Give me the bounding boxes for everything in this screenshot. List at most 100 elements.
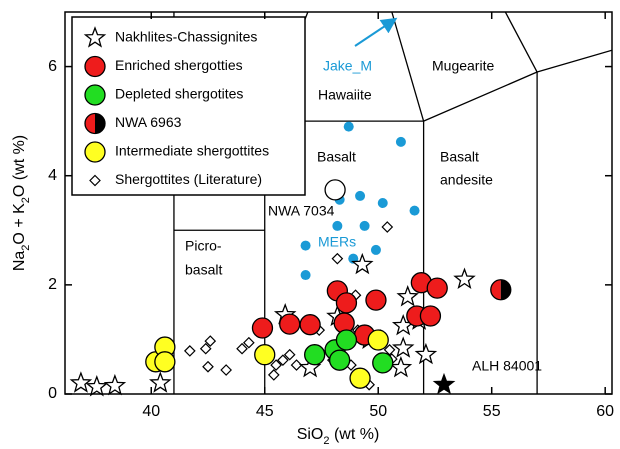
diamond-point xyxy=(283,348,296,361)
circle-point xyxy=(279,313,301,335)
diamond-point xyxy=(202,360,214,373)
circle-point xyxy=(328,349,351,371)
field-label: Picro- xyxy=(185,238,222,254)
half-outline xyxy=(84,112,106,135)
circle-point xyxy=(372,352,394,374)
field-boundary xyxy=(536,49,612,73)
half-left xyxy=(490,279,501,300)
dot-point xyxy=(359,220,370,231)
legend-label: Enriched shergotties xyxy=(115,57,243,73)
star-point xyxy=(85,375,109,397)
y-tick-label: 6 xyxy=(48,58,57,75)
field-label: Mugearite xyxy=(432,58,494,74)
dot-point xyxy=(395,136,406,147)
x-tick-label: 55 xyxy=(483,403,501,420)
diamond-point xyxy=(267,369,280,381)
x-tick-label: 50 xyxy=(369,403,387,420)
point-label: NWA 7034 xyxy=(268,203,335,219)
circle-point xyxy=(365,289,387,311)
legend: Nakhlites-Chassignites Enriched shergotti… xyxy=(71,16,306,196)
diamond-point xyxy=(242,336,255,349)
dot-point xyxy=(355,190,366,201)
diamond-point xyxy=(220,364,232,376)
point-label: ALH 84001 xyxy=(472,358,542,374)
diamond-point xyxy=(204,335,217,347)
x-tick-label: 40 xyxy=(142,403,160,420)
diamond-point xyxy=(89,174,101,187)
star-point xyxy=(103,373,127,396)
star-point xyxy=(69,371,93,393)
dot-point xyxy=(377,198,388,208)
field-label: Basalt xyxy=(317,149,356,165)
legend-label: Shergottites (Literature) xyxy=(115,171,262,187)
x-tick-label: 60 xyxy=(596,403,614,420)
legend-label: Depleted shergotites xyxy=(115,86,243,102)
jake-arrow xyxy=(354,17,398,47)
field-label: Hawaiite xyxy=(318,87,372,103)
circle-point xyxy=(154,351,176,373)
star-point xyxy=(351,252,374,275)
points xyxy=(69,121,512,397)
star-point xyxy=(414,342,438,365)
dot-point xyxy=(343,121,354,132)
star-point xyxy=(391,336,415,358)
half-point xyxy=(490,279,512,301)
circle-point xyxy=(419,305,442,327)
circle-point xyxy=(84,55,106,78)
y-axis-label: Na2O + K2O (wt %) xyxy=(11,135,32,271)
star-point xyxy=(432,372,456,395)
field-label: andesite xyxy=(440,172,493,188)
circle-point xyxy=(324,179,346,201)
half-right xyxy=(500,279,511,300)
plot-frame xyxy=(64,11,613,395)
y-tick-label: 0 xyxy=(48,385,57,402)
field-boundary xyxy=(391,12,425,122)
diamond-point xyxy=(277,354,289,367)
x-tick-label: 45 xyxy=(256,403,274,420)
circle-point xyxy=(367,329,389,351)
diamond-point xyxy=(236,342,248,355)
diamond-point xyxy=(331,252,344,265)
field-boundary xyxy=(423,71,538,122)
dot-point xyxy=(332,220,343,231)
star-point xyxy=(83,26,107,48)
x-axis-label: SiO2 (wt %) xyxy=(297,426,380,447)
diamond-point xyxy=(270,359,282,371)
diamond-point xyxy=(183,345,196,357)
jake-label: Jake_M xyxy=(323,58,372,74)
dot-point xyxy=(300,270,311,281)
y-tick-label: 2 xyxy=(48,276,57,293)
circle-point xyxy=(335,329,358,351)
star-point xyxy=(389,355,413,378)
legend-box xyxy=(71,16,306,196)
field-label: Basalt xyxy=(440,149,479,165)
dot-point xyxy=(300,240,311,251)
circle-point xyxy=(304,344,326,366)
dot-point xyxy=(370,244,381,255)
mers-label: MERs xyxy=(318,234,356,250)
half-outline xyxy=(490,279,512,301)
half-left xyxy=(85,113,95,134)
circle-point xyxy=(426,277,448,299)
field-label: basalt xyxy=(185,262,222,278)
legend-label: Intermediate shergottites xyxy=(115,143,269,159)
circle-point xyxy=(349,367,371,389)
circle-point xyxy=(84,84,106,106)
circle-point xyxy=(84,141,106,163)
field-boundary xyxy=(504,12,538,73)
circle-point xyxy=(254,344,276,366)
circle-point xyxy=(251,317,274,339)
circle-point xyxy=(299,314,321,336)
star-point xyxy=(453,267,476,290)
half-right xyxy=(95,113,105,134)
legend-label: Nakhlites-Chassignites xyxy=(115,29,257,45)
diamond-point xyxy=(199,342,212,355)
half-point xyxy=(84,112,106,135)
diamond-point xyxy=(290,359,303,371)
legend-label: NWA 6963 xyxy=(115,114,182,130)
diamond-point xyxy=(381,221,394,233)
dot-point xyxy=(409,205,420,216)
star-point xyxy=(149,371,172,393)
y-tick-label: 4 xyxy=(48,167,57,184)
